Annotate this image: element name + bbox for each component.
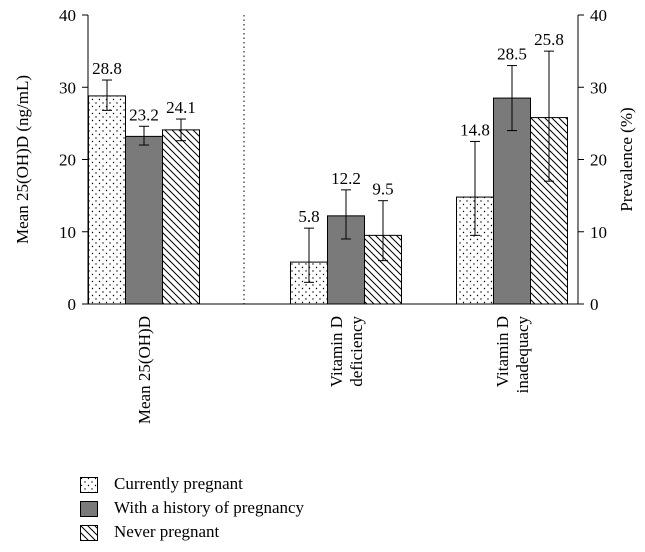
data-label: 28.8	[92, 59, 122, 78]
data-label: 25.8	[534, 30, 564, 49]
data-label: 9.5	[372, 180, 393, 199]
legend-label: Currently pregnant	[114, 474, 243, 493]
category-label: deficiency	[347, 316, 366, 387]
bar	[493, 97, 531, 305]
data-label: 14.8	[460, 120, 490, 139]
axes: 0 0 10 10 20 20 30 30 40 40 Mean 25(OH)D (ng/mL) Pr…	[13, 6, 636, 314]
data-label: 12.2	[331, 169, 361, 188]
legend-swatch-solid	[80, 501, 98, 517]
y-axis-title-left: Mean 25(OH)D (ng/mL)	[13, 75, 32, 244]
category-label: Vitamin D	[327, 316, 346, 387]
data-label: 5.8	[298, 207, 319, 226]
data-labels: 28.8 5.8 14.8 23.2 12.2 28.5 24.1 9.5 25.8	[92, 30, 564, 226]
y-tick-label-right: 40	[590, 6, 607, 25]
data-label: 23.2	[129, 105, 159, 124]
bar	[162, 129, 200, 305]
legend-swatch-hatch	[80, 525, 98, 541]
bar	[125, 135, 163, 305]
y-tick-label-left: 0	[68, 295, 77, 314]
error-bars	[102, 50, 554, 283]
category-label: inadequacy	[513, 316, 532, 394]
data-label: 28.5	[497, 45, 527, 64]
y-tick-label-right: 20	[590, 151, 607, 170]
y-tick-label-right: 0	[590, 295, 599, 314]
bar	[290, 261, 328, 305]
y-tick-label-left: 10	[59, 223, 76, 242]
y-tick-label-left: 40	[59, 6, 76, 25]
y-tick-label-right: 30	[590, 78, 607, 97]
y-tick-label-right: 10	[590, 223, 607, 242]
legend-swatch-dots	[80, 477, 98, 493]
y-tick-label-left: 30	[59, 78, 76, 97]
legend-label: With a history of pregnancy	[114, 498, 305, 517]
chart: 0 0 10 10 20 20 30 30 40 40 Mean 25(OH)D (ng/mL) Pr…	[13, 6, 636, 425]
bars	[88, 95, 568, 305]
legend-label: Never pregnant	[114, 522, 220, 541]
category-label: Vitamin D	[493, 316, 512, 387]
y-axis-title-right: Prevalence (%)	[617, 107, 636, 211]
data-label: 24.1	[166, 98, 196, 117]
y-tick-label-left: 20	[59, 151, 76, 170]
bar	[88, 95, 126, 305]
category-label: Mean 25(OH)D	[135, 316, 154, 424]
